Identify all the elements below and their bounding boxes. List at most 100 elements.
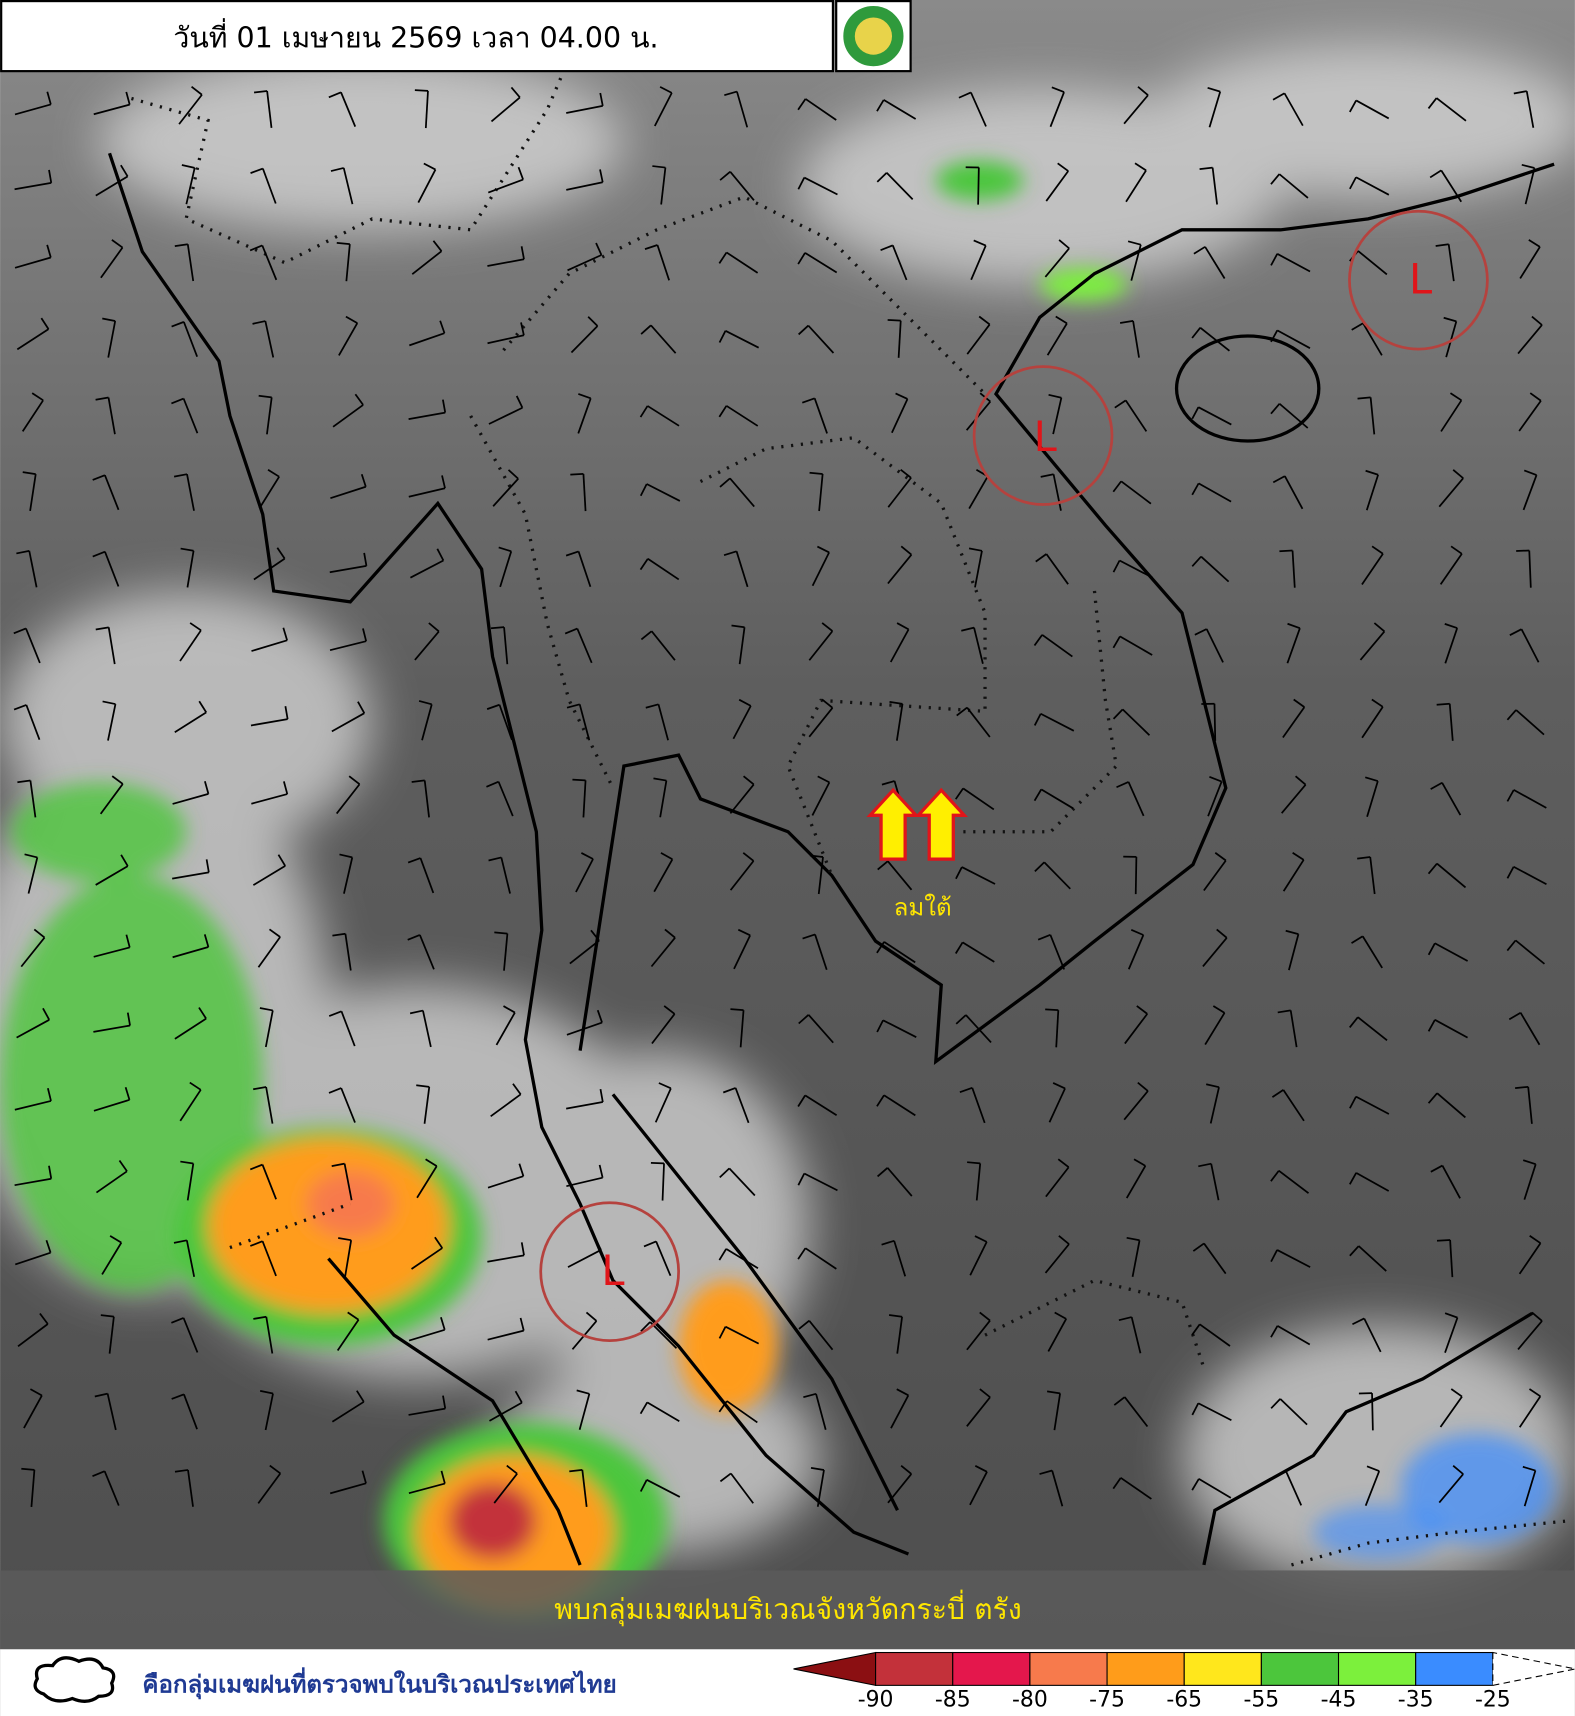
- wind-barb: [1371, 1393, 1374, 1431]
- wind-barb: [331, 1401, 365, 1423]
- wind-barb: [336, 1319, 360, 1352]
- wind-barb-flag: [880, 244, 894, 252]
- scale-segment: [1260, 1651, 1340, 1686]
- wind-barb: [186, 244, 195, 282]
- title-box: [0, 0, 835, 73]
- wind-barb: [1198, 482, 1232, 503]
- wind-barb: [1282, 859, 1305, 892]
- wind-barb-flag: [958, 91, 972, 99]
- wind-barb: [30, 1469, 36, 1507]
- wind-barb: [1131, 1240, 1141, 1277]
- wind-barb-flag: [171, 397, 184, 405]
- wind-barb: [1444, 627, 1459, 664]
- wind-barb: [1369, 856, 1376, 895]
- wind-barb-flag: [361, 1470, 367, 1484]
- wind-barb-flag: [1270, 253, 1279, 266]
- wind-barb: [331, 712, 365, 733]
- wind-barb-flag: [517, 166, 524, 180]
- wind-barb: [1199, 327, 1230, 352]
- wind-barb: [408, 1328, 445, 1342]
- wind-barb-flag: [1528, 239, 1541, 248]
- wind-barb-flag: [411, 779, 425, 783]
- wind-barb-flag: [1429, 169, 1442, 179]
- wind-barb: [29, 473, 37, 511]
- wind-barb-flag: [724, 90, 738, 97]
- wind-barb-flag: [816, 545, 830, 554]
- wind-barb: [569, 939, 600, 965]
- wind-barb: [887, 860, 913, 891]
- wind-barb: [497, 781, 514, 817]
- wind-barb: [966, 1320, 991, 1351]
- wind-barb-flag: [639, 1401, 649, 1415]
- wind-barb-flag: [639, 558, 649, 571]
- wind-barb-flag: [797, 1173, 806, 1186]
- wind-barb-flag: [1270, 1325, 1279, 1338]
- wind-barb-flag: [515, 395, 524, 409]
- wind-barb: [650, 937, 676, 968]
- wind-barb: [1211, 167, 1218, 205]
- wind-barb: [970, 245, 987, 281]
- wind-barb: [421, 704, 433, 741]
- wind-barb-flag: [645, 703, 659, 709]
- wind-barb-flag: [1292, 852, 1305, 861]
- wind-barb-flag: [664, 928, 676, 939]
- wind-barb-flag: [1191, 327, 1201, 339]
- wind-barb-flag: [723, 550, 737, 557]
- wind-barb-flag: [1277, 1009, 1291, 1014]
- wind-barb-flag: [328, 91, 342, 99]
- wind-barb: [897, 320, 902, 358]
- wind-barb-flag: [1191, 1478, 1200, 1491]
- wind-barb-flag: [1270, 173, 1281, 185]
- wind-barb-flag: [48, 169, 53, 184]
- low-circles: [539, 209, 1489, 1342]
- wind-barb: [1517, 1320, 1543, 1350]
- wind-barb-flag: [961, 626, 975, 632]
- wind-barb: [1522, 474, 1538, 511]
- wind-barb: [660, 167, 667, 205]
- wind-barb: [1361, 706, 1384, 739]
- wind-barb: [178, 94, 203, 125]
- wind-barb-flag: [118, 1160, 128, 1172]
- wind-barb-flag: [174, 243, 188, 248]
- wind-barb-flag: [1351, 322, 1364, 331]
- wind-barb-flag: [1114, 399, 1127, 409]
- wind-barb-flag: [900, 1464, 912, 1475]
- wind-barb: [487, 178, 524, 194]
- wind-barb-flag: [968, 547, 983, 552]
- wind-barb: [971, 1087, 986, 1124]
- wind-barb: [185, 167, 196, 205]
- wind-barb: [725, 1325, 760, 1345]
- wind-barb-flag: [46, 244, 52, 258]
- wind-barb-flag: [126, 1012, 131, 1026]
- wind-barb: [1200, 555, 1230, 583]
- wind-barb: [174, 1017, 207, 1040]
- wind-barb-flag: [330, 167, 344, 172]
- wind-barb: [659, 780, 668, 818]
- wind-barb-flag: [803, 1392, 817, 1399]
- wind-barb: [1276, 1249, 1311, 1268]
- wind-barb-flag: [640, 630, 653, 641]
- wind-barb: [1441, 1165, 1461, 1199]
- wind-barb: [1436, 1092, 1466, 1119]
- scale-tick-label: -35: [1398, 1688, 1434, 1713]
- wind-barb-flag: [1118, 1316, 1132, 1322]
- wind-barb-flag: [1037, 934, 1051, 941]
- wind-barb: [975, 1163, 982, 1201]
- wind-barb-flag: [1349, 1245, 1360, 1257]
- color-scale: -90 -85 -80 -75 -65 -55 -45 -35 -25: [793, 1651, 1575, 1713]
- wind-barb: [95, 865, 129, 886]
- wind-barb-flag: [1427, 1092, 1438, 1104]
- wind-barb-flag: [650, 1161, 665, 1165]
- wind-barb: [1127, 934, 1145, 970]
- wind-barb-flag: [719, 1167, 730, 1179]
- wind-barb: [804, 1094, 838, 1117]
- wind-barb: [1359, 630, 1386, 661]
- wind-barb-flag: [486, 780, 499, 788]
- wind-barb-flag: [877, 1167, 889, 1178]
- wind-barb-flag: [46, 91, 52, 105]
- scale-segment: [1183, 1651, 1262, 1686]
- wind-barb: [886, 172, 914, 200]
- wind-barb: [961, 866, 996, 885]
- wind-barb-flag: [639, 483, 648, 497]
- wind-barb-flag: [488, 856, 502, 862]
